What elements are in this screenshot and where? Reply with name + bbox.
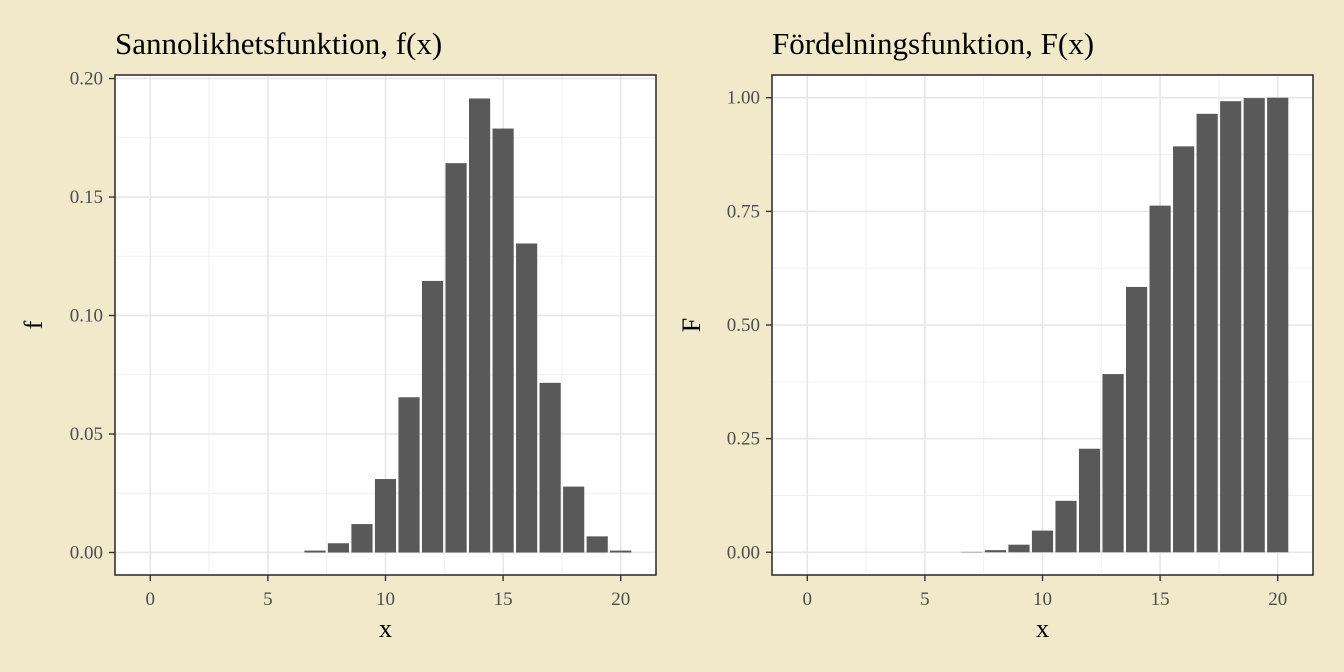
bar — [1267, 97, 1289, 553]
bar — [1149, 205, 1171, 553]
bar — [1031, 530, 1054, 553]
x-tick-label: 5 — [263, 589, 273, 610]
chart-1: 0 5 10 15 20 0.00 0.05 0.10 0.15 0.20 Sannolikhets… — [19, 26, 657, 643]
bar — [1220, 101, 1242, 553]
bar — [304, 550, 326, 553]
bar — [469, 98, 491, 553]
bar — [1196, 113, 1218, 553]
x-tick-label: 20 — [611, 589, 630, 610]
bar — [1008, 544, 1030, 553]
x-axis-title: x — [379, 614, 392, 643]
bar — [374, 479, 397, 553]
bar — [563, 486, 585, 553]
bar — [586, 536, 608, 553]
y-axis-title: F — [677, 318, 706, 332]
x-tick-label: 15 — [1151, 589, 1170, 610]
y-tick-label: 0.00 — [727, 542, 760, 563]
y-tick-label: 0.20 — [70, 69, 103, 90]
bar — [1078, 448, 1101, 553]
y-tick-label: 0.10 — [70, 306, 103, 327]
y-axis-title: f — [19, 320, 48, 329]
bar — [984, 550, 1007, 553]
bar — [1243, 98, 1265, 553]
bar — [1102, 374, 1124, 553]
x-tick-label: 20 — [1268, 589, 1287, 610]
x-tick-label: 10 — [1033, 589, 1052, 610]
bar — [351, 524, 373, 553]
chart-2: 0 5 10 15 20 0.00 0.25 0.50 0.75 1.00 Fördelningsf… — [677, 26, 1314, 643]
bar — [516, 243, 538, 553]
y-tick-label: 0.25 — [727, 429, 760, 450]
y-tick-label: 0.05 — [70, 424, 103, 445]
x-tick-label: 0 — [803, 589, 813, 610]
bar — [1055, 500, 1077, 553]
chart-title: Fördelningsfunktion, F(x) — [772, 26, 1094, 61]
bar — [539, 382, 561, 553]
x-tick-label: 0 — [146, 589, 156, 610]
chart-title: Sannolikhetsfunktion, f(x) — [115, 26, 442, 61]
x-tick-label: 5 — [920, 589, 930, 610]
bar — [421, 280, 444, 553]
bar — [1173, 146, 1195, 553]
bar — [327, 543, 350, 553]
y-tick-label: 0.00 — [70, 542, 103, 563]
bar — [445, 163, 467, 553]
bar — [492, 128, 514, 553]
bar — [1126, 286, 1148, 553]
y-tick-label: 0.50 — [727, 315, 760, 336]
x-tick-label: 15 — [494, 589, 513, 610]
y-tick-label: 1.00 — [727, 88, 760, 109]
bar — [398, 397, 420, 553]
x-axis-title: x — [1036, 614, 1049, 643]
bar — [610, 550, 632, 553]
y-tick-label: 0.15 — [70, 187, 103, 208]
y-tick-label: 0.75 — [727, 201, 760, 222]
x-tick-label: 10 — [376, 589, 395, 610]
